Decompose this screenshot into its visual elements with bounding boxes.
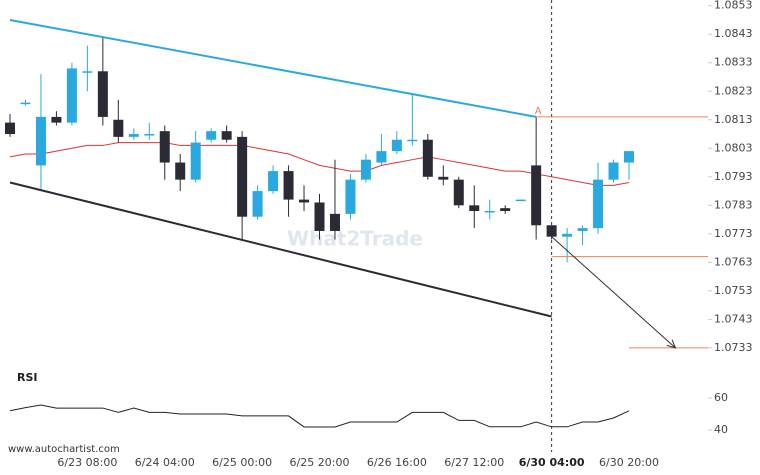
- candle-body: [407, 139, 418, 142]
- candle-body: [35, 116, 46, 166]
- x-tick-label: 6/25 00:00: [212, 456, 272, 469]
- candle-body: [577, 228, 588, 231]
- y-tick-label: 1.0843: [714, 27, 753, 40]
- candle-body: [159, 131, 170, 163]
- y-tick-label: 1.0813: [714, 113, 753, 126]
- candle-body: [438, 176, 449, 180]
- candle-body: [299, 199, 310, 203]
- moving-average: [9, 142, 630, 186]
- x-tick-label: 6/30 20:00: [599, 456, 659, 469]
- candle-body: [608, 162, 619, 180]
- source: www.autochartist.com: [8, 444, 120, 455]
- candle-body: [20, 102, 31, 105]
- candle-body: [469, 205, 480, 212]
- y-tick-label: 1.0803: [714, 141, 753, 154]
- candle-body: [500, 208, 511, 212]
- y-tick-label: 1.0743: [714, 312, 753, 325]
- candle-body: [51, 116, 62, 123]
- candle-body: [175, 162, 186, 180]
- candle-body: [345, 179, 356, 214]
- candle-body: [453, 179, 464, 206]
- y-tick-label: 1.0793: [714, 170, 753, 183]
- candle-body: [283, 171, 294, 200]
- x-tick-label: 6/26 16:00: [367, 456, 427, 469]
- y-tick-label: 1.0833: [714, 56, 753, 69]
- candle-body: [237, 136, 248, 217]
- candle-body: [314, 202, 325, 231]
- y-tick-label: 1.0783: [714, 198, 753, 211]
- candle-body: [206, 131, 217, 140]
- candle-body: [144, 134, 155, 136]
- pattern-label: A: [535, 106, 542, 117]
- candle-body: [546, 225, 557, 237]
- candle-body: [391, 139, 402, 152]
- rsi-tick-label: 40: [714, 423, 728, 436]
- candle-body: [97, 71, 108, 117]
- x-tick-label: 6/23 08:00: [57, 456, 117, 469]
- candle-body: [66, 68, 77, 123]
- candle-body: [113, 119, 124, 137]
- candle-body: [515, 199, 526, 202]
- candle-body: [531, 165, 542, 226]
- y-tick-label: 1.0753: [714, 284, 753, 297]
- candle-body: [5, 122, 15, 135]
- candle-body: [329, 213, 340, 231]
- rsi-tick-label: 60: [714, 391, 728, 404]
- forecast-arrow: [551, 236, 676, 349]
- candle-body: [190, 142, 201, 180]
- rsi-line: [9, 404, 630, 428]
- candle-body: [624, 151, 634, 163]
- watermark: What2Trade: [287, 227, 423, 251]
- candle-body: [252, 191, 263, 217]
- candle-body: [268, 171, 279, 192]
- candle-body: [593, 179, 604, 229]
- candle-body: [376, 151, 387, 163]
- y-tick-label: 1.0823: [714, 84, 753, 97]
- y-tick-label: 1.0853: [714, 0, 753, 12]
- x-tick-label: 6/24 04:00: [135, 456, 195, 469]
- candle-body: [484, 211, 495, 213]
- x-tick-label: 6/30 04:00: [519, 456, 585, 469]
- candle-body: [221, 131, 232, 140]
- x-tick-label: 6/25 20:00: [290, 456, 350, 469]
- y-tick-label: 1.0763: [714, 255, 753, 268]
- x-tick-label: 6/27 12:00: [444, 456, 504, 469]
- candle-body: [360, 159, 371, 180]
- candle-body: [82, 71, 93, 73]
- trend-line: [9, 18, 537, 118]
- rsi-label: RSI: [17, 371, 38, 384]
- candle-body: [422, 139, 433, 177]
- arrow-head: [666, 339, 677, 349]
- y-tick-label: 1.0733: [714, 341, 753, 354]
- candle-body: [562, 233, 573, 237]
- candle-body: [128, 134, 139, 137]
- trend-line: [9, 181, 552, 318]
- y-tick-label: 1.0773: [714, 227, 753, 240]
